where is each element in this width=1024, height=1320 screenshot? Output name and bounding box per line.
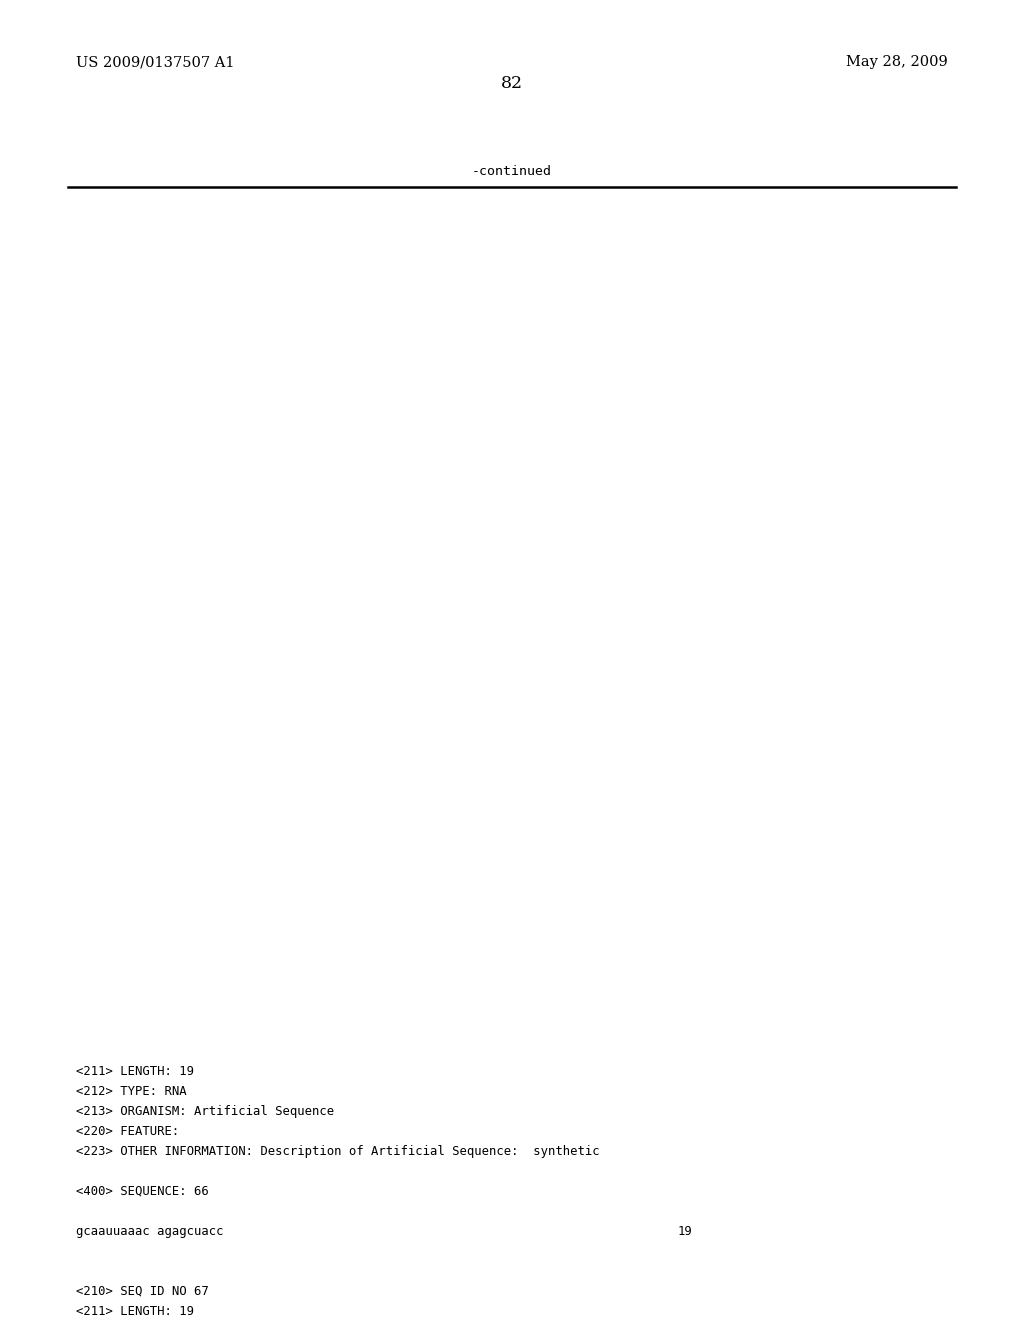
Text: <210> SEQ ID NO 67: <210> SEQ ID NO 67 [76, 1284, 209, 1298]
Text: US 2009/0137507 A1: US 2009/0137507 A1 [76, 55, 234, 69]
Text: <213> ORGANISM: Artificial Sequence: <213> ORGANISM: Artificial Sequence [76, 1105, 334, 1118]
Text: <223> OTHER INFORMATION: Description of Artificial Sequence:  synthetic: <223> OTHER INFORMATION: Description of … [76, 1144, 600, 1158]
Text: <211> LENGTH: 19: <211> LENGTH: 19 [76, 1305, 194, 1317]
Text: -continued: -continued [472, 165, 552, 178]
Text: <212> TYPE: RNA: <212> TYPE: RNA [76, 1085, 186, 1098]
Text: gcaauuaaac agagcuacc: gcaauuaaac agagcuacc [76, 1225, 223, 1238]
Text: 19: 19 [678, 1225, 692, 1238]
Text: <211> LENGTH: 19: <211> LENGTH: 19 [76, 1065, 194, 1078]
Text: <220> FEATURE:: <220> FEATURE: [76, 1125, 179, 1138]
Text: May 28, 2009: May 28, 2009 [847, 55, 948, 69]
Text: 82: 82 [501, 75, 523, 91]
Text: <400> SEQUENCE: 66: <400> SEQUENCE: 66 [76, 1185, 209, 1199]
